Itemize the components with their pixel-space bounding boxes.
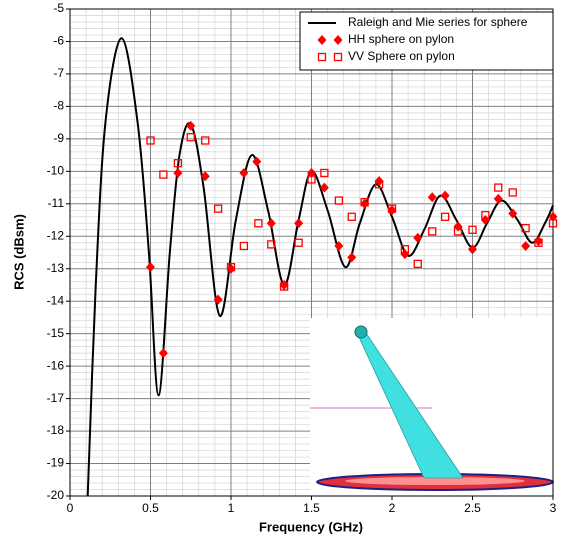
square-marker [146,136,155,145]
square-marker [453,227,463,236]
square-marker [374,180,384,189]
diamond-marker [521,241,531,252]
data [86,37,558,497]
diamond-marker [468,244,477,255]
diamond-marker [252,156,262,167]
square-marker [334,196,344,205]
square-marker [468,225,477,234]
y-tick-label: -11 [48,196,65,210]
diamond-marker [347,252,357,263]
square-marker [548,219,558,228]
inset-sphere [354,325,368,339]
diamond-marker [440,190,450,201]
square-marker [307,175,316,184]
legend-label: VV Sphere on pylon [348,49,455,63]
x-tick-label: 3 [550,501,557,515]
diamond-marker [333,35,343,45]
square-marker [320,168,329,178]
square-marker [254,219,263,228]
diamond-marker [213,294,223,305]
y-tick-label: -16 [47,358,65,372]
y-tick-label: -7 [53,66,64,80]
y-tick-label: -14 [47,293,65,307]
diamond-marker [493,193,503,204]
y-tick-label: -5 [53,1,64,15]
legend-label: Raleigh and Mie series for sphere [348,15,528,29]
x-tick-label: 1 [228,501,235,515]
x-tick-label: 1.5 [303,501,320,515]
y-tick-label: -10 [47,164,65,178]
square-marker [173,159,183,168]
x-tick-label: 0 [67,501,74,515]
diamond-marker [294,218,304,229]
y-tick-label: -12 [47,228,65,242]
diamond-marker [453,221,463,232]
square-marker [387,204,397,213]
diamond-marker [413,232,423,243]
square-marker [481,211,490,220]
square-marker [267,240,276,249]
axes: 0 0.5 1 1.5 2 2.5 3 -5 -6 -7 -8 -9 -10 -11 -12 -13 -14 -1… [47,1,557,515]
square-marker [400,245,410,254]
inset-base-highlight [345,477,525,485]
x-tick-label: 2 [389,501,396,515]
square-marker [508,188,517,197]
square-marker [440,212,450,221]
diamond-marker [200,171,210,182]
square-marker [317,52,327,62]
diamond-marker [334,241,344,252]
y-tick-label: -19 [47,456,65,470]
legend: Raleigh and Mie series for sphere HH sphe… [299,11,554,71]
mie-curve [86,37,554,497]
diamond-marker [158,348,168,359]
y-tick-label: -9 [53,131,64,145]
diamond-marker [480,215,490,226]
legend-label: HH sphere on pylon [348,32,454,46]
square-marker [279,282,289,291]
y-tick-label: -13 [47,261,65,275]
square-marker [186,133,195,142]
square-marker [347,212,356,221]
y-tick-label: -20 [47,488,65,502]
square-marker [294,238,303,247]
diamond-marker [239,167,249,178]
square-marker [494,183,503,192]
square-marker [201,136,210,145]
diamond-marker [266,218,276,229]
square-marker [428,227,437,236]
y-tick-label: -8 [53,99,64,113]
pylon-inset [310,318,554,496]
square-marker [360,198,369,207]
diamond-marker [173,167,183,178]
square-marker [534,238,543,247]
diamond-marker [317,35,327,45]
diamond-marker [319,182,329,193]
square-marker [213,204,223,213]
square-marker [521,223,530,233]
square-marker [413,259,422,269]
y-tick-label: -17 [47,391,65,405]
x-axis-title: Frequency (GHz) [259,519,363,534]
legend-box [299,11,554,71]
diamond-marker [146,262,155,273]
x-tick-label: 0.5 [142,501,159,515]
diamond-marker [427,192,437,203]
diamond-marker [508,208,518,219]
square-marker [226,262,236,272]
square-marker [239,241,249,251]
y-tick-label: -6 [53,34,64,48]
y-tick-label: -18 [47,423,65,437]
square-marker [159,170,168,179]
y-tick-label: -15 [47,326,65,340]
x-tick-label: 2.5 [464,501,481,515]
square-marker [333,52,343,62]
y-axis-title: RCS (dBsm) [11,214,26,290]
diamond-marker [186,120,196,131]
diamond-marker [400,249,410,260]
